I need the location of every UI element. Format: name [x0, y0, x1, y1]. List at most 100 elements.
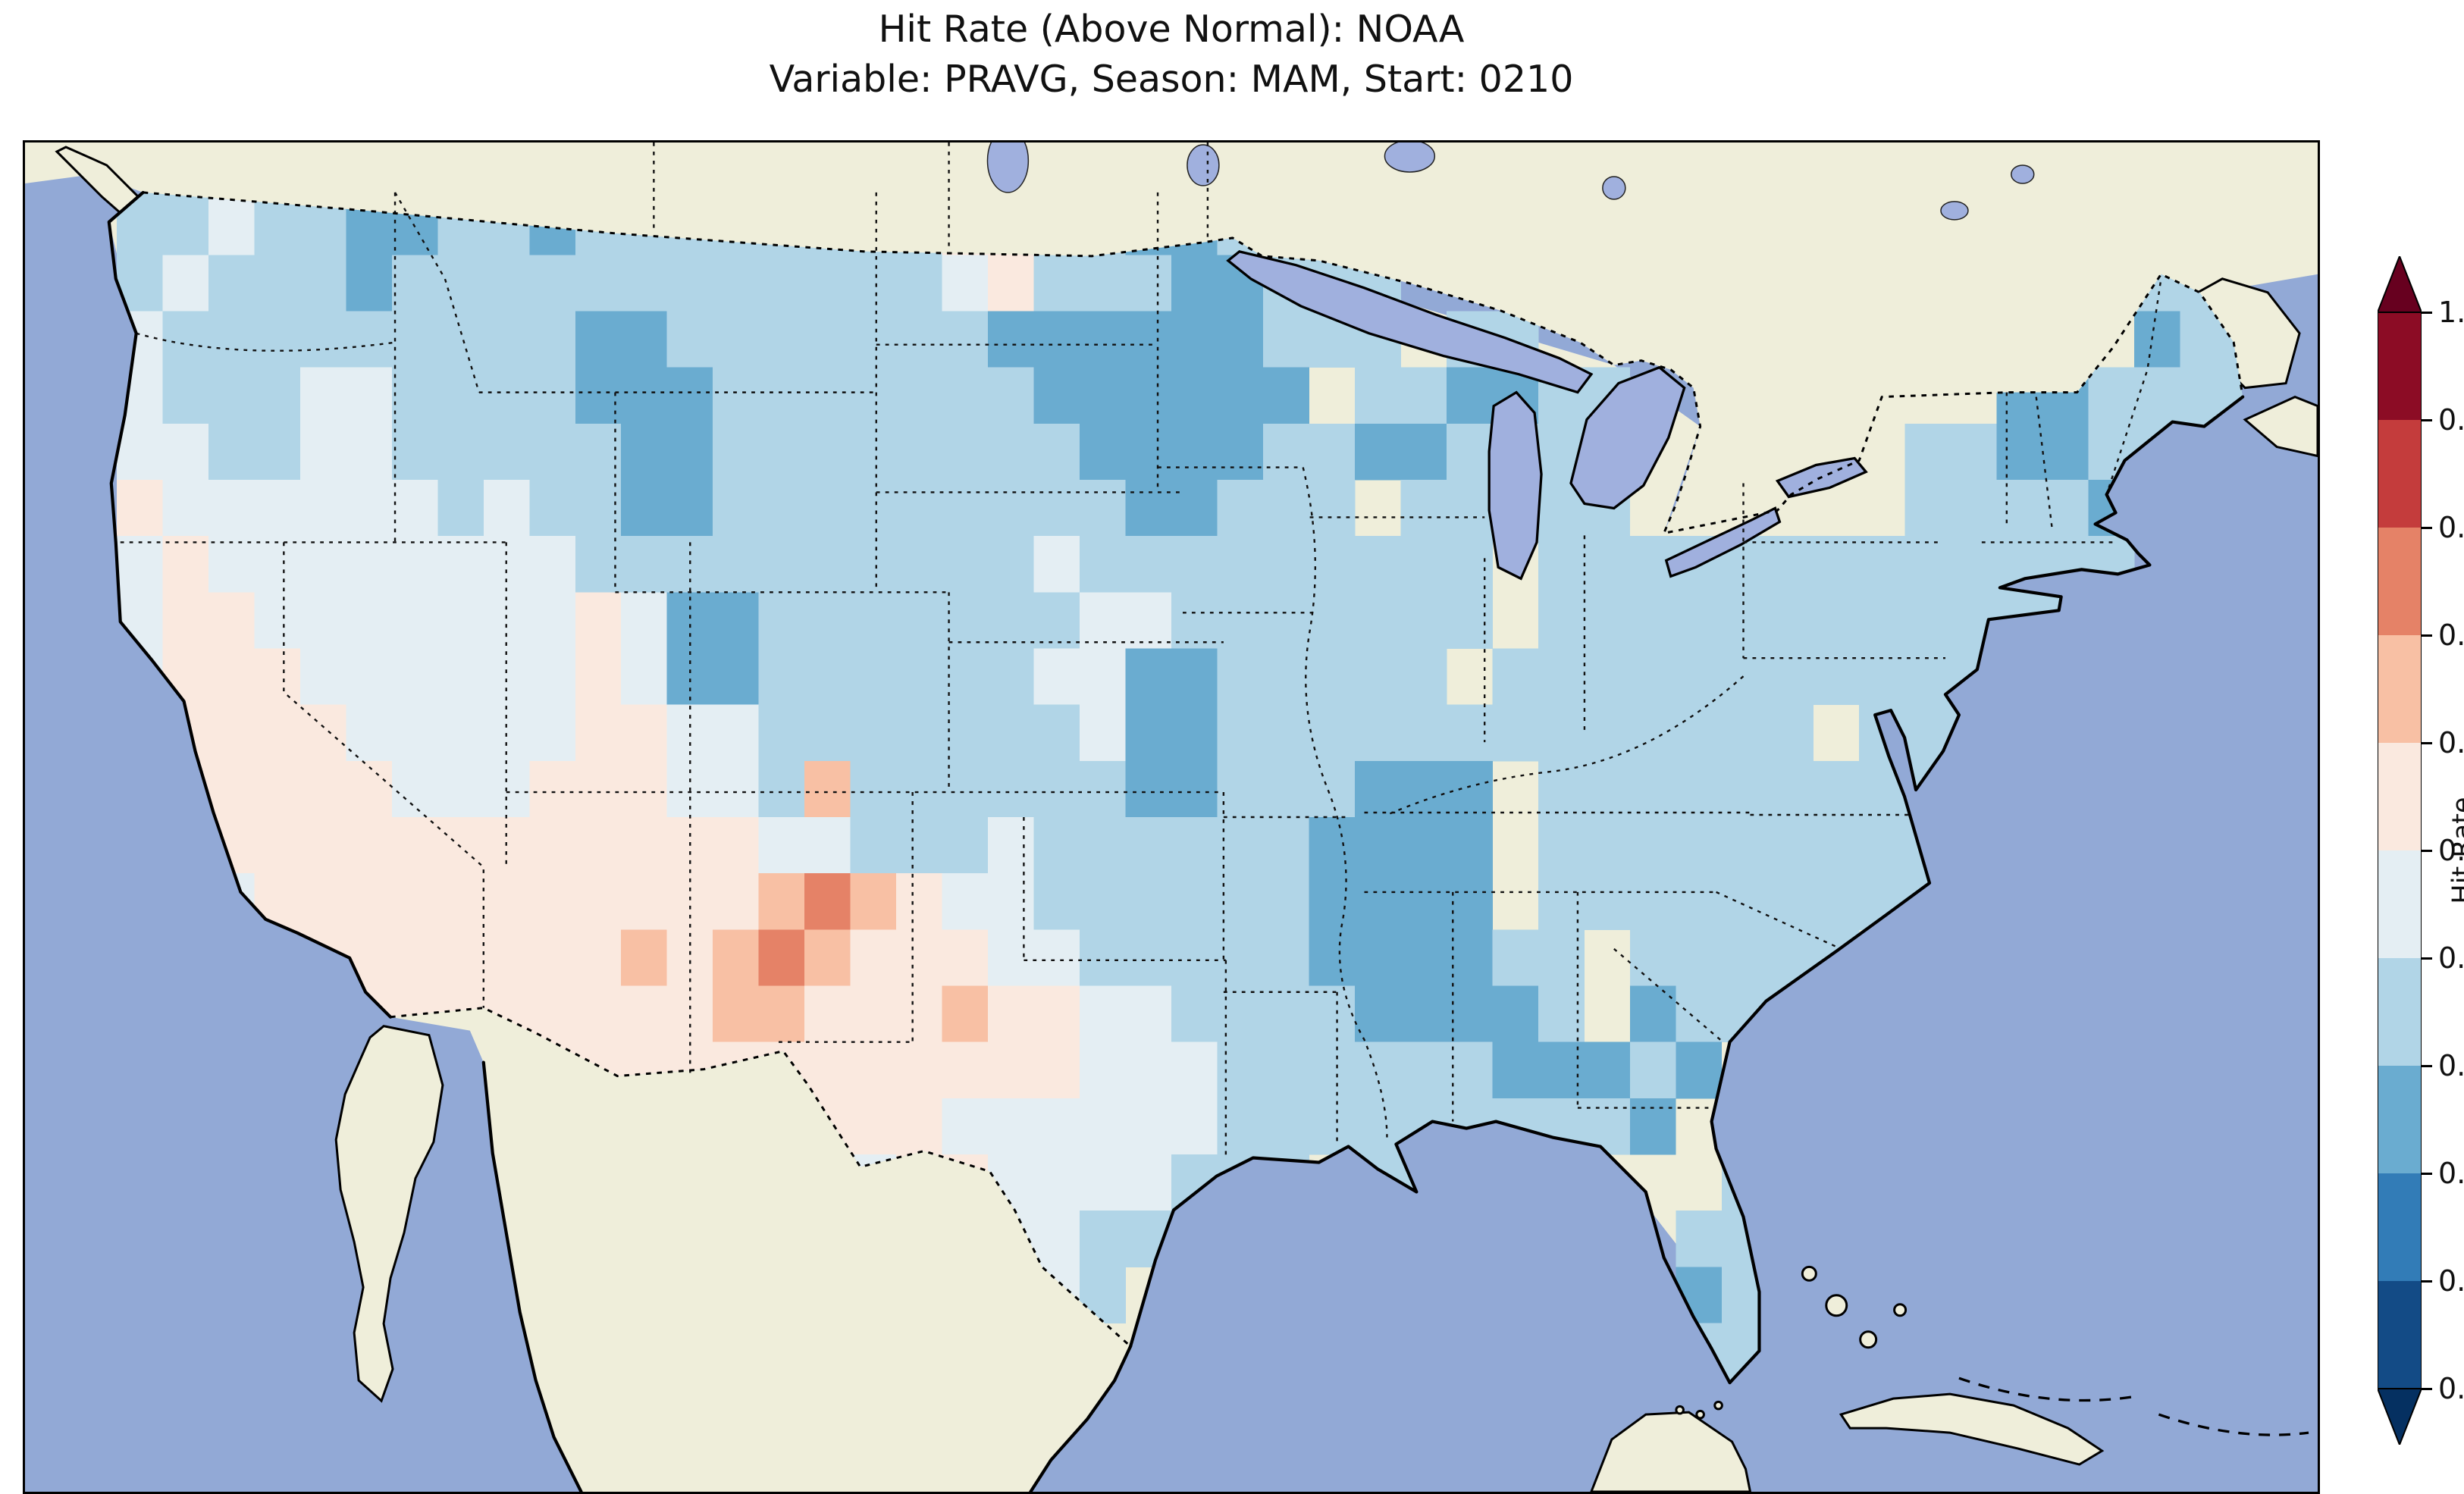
national-borders	[143, 191, 2244, 1348]
hit-rate-cell	[529, 760, 576, 818]
hit-rate-cell	[299, 760, 346, 818]
colorbar-axis-label: Hit Rate	[2447, 797, 2464, 904]
hit-rate-cell	[1262, 648, 1309, 706]
hit-rate-cell	[299, 536, 346, 593]
hit-rate-cell	[116, 480, 163, 537]
lake-michigan	[1487, 390, 1543, 581]
hit-rate-cell	[1538, 536, 1585, 593]
figure-title-line1: Hit Rate (Above Normal): NOAA	[878, 8, 1465, 51]
hit-rate-cell	[1446, 480, 1493, 537]
hit-rate-cell	[1262, 760, 1309, 818]
hit-rate-cell	[1538, 704, 1585, 762]
hit-rate-cell	[1721, 873, 1768, 930]
hit-rate-cell	[1125, 311, 1172, 368]
hit-rate-cell	[988, 480, 1035, 537]
hit-rate-cell	[1080, 1041, 1126, 1099]
lake-erie	[1664, 506, 1782, 578]
hit-rate-cell	[1767, 592, 1814, 649]
hit-rate-cell	[713, 817, 760, 874]
hit-rate-cell	[1721, 929, 1768, 986]
hit-rate-cell	[1584, 592, 1631, 649]
hit-rate-cell	[1217, 480, 1264, 537]
hit-rate-cell	[1080, 311, 1126, 368]
hit-rate-cell	[1171, 873, 1218, 930]
hit-rate-cell	[162, 367, 209, 424]
hit-rate-cell	[1859, 817, 1906, 874]
hit-rate-cell	[713, 480, 760, 537]
hit-rate-cell	[942, 536, 989, 593]
hit-rate-cell	[1767, 704, 1814, 762]
baja-california-peninsula	[334, 1025, 444, 1403]
hit-rate-cell	[1400, 648, 1447, 706]
hit-rate-cell	[208, 255, 255, 312]
hit-rate-cell	[208, 480, 255, 537]
hit-rate-cell	[299, 592, 346, 649]
hit-rate-cell	[1354, 592, 1401, 649]
hit-rate-cell	[850, 536, 897, 593]
canada-landmass	[25, 143, 2318, 534]
hit-rate-cell	[1354, 536, 1401, 593]
hit-rate-cell	[850, 255, 897, 312]
hit-rate-cell	[621, 648, 668, 706]
hit-rate-cell	[391, 423, 438, 481]
hit-rate-cell	[254, 536, 301, 593]
colorbar-tickmark	[2422, 742, 2432, 744]
hit-rate-cell	[1262, 1041, 1309, 1099]
colorbar-tickmark	[2422, 634, 2432, 637]
colorbar-tick-label: 0.5	[2438, 834, 2464, 867]
hit-rate-cell	[1217, 817, 1264, 874]
hit-rate-cell	[346, 480, 393, 537]
hit-rate-cell	[575, 255, 622, 312]
hit-rate-cell	[1859, 592, 1906, 649]
mexico-gulf-coastline	[1029, 1345, 1133, 1492]
hit-rate-cell	[1629, 760, 1676, 818]
hit-rate-cell	[758, 929, 805, 986]
hit-rate-cell	[621, 480, 668, 537]
us-mexico-border	[390, 1007, 1132, 1348]
hit-rate-cell	[850, 592, 897, 649]
hit-rate-cell	[1629, 592, 1676, 649]
hit-rate-cell	[1951, 480, 1998, 537]
colorbar-tickmark	[2422, 1065, 2432, 1067]
hit-rate-cell	[1033, 760, 1080, 818]
colorbar-tick-label: 0.6	[2438, 726, 2464, 760]
hit-rate-cell	[1492, 985, 1539, 1043]
hit-rate-cell	[1262, 536, 1309, 593]
hit-rate-cell	[988, 929, 1035, 986]
conus-hit-rate-map	[25, 143, 2318, 1492]
hit-rate-cell	[988, 648, 1035, 706]
hit-rate-cell	[850, 929, 897, 986]
hit-rate-cell	[1171, 311, 1218, 368]
hit-rate-cell	[1676, 929, 1723, 986]
hit-rate-cell	[1629, 648, 1676, 706]
colorbar-segment	[2378, 1173, 2422, 1281]
yucatan-landmass	[1590, 1411, 1752, 1492]
hit-rate-cell	[437, 648, 484, 706]
hit-rate-cell	[988, 1098, 1035, 1155]
colorbar-segment	[2378, 1281, 2422, 1389]
hit-rate-cell	[1033, 817, 1080, 874]
hit-rate-cell	[437, 536, 484, 593]
hit-rate-cell	[1904, 592, 1951, 649]
hit-rate-cell	[483, 311, 530, 368]
hit-rate-cell	[1400, 929, 1447, 986]
hit-rate-cell	[1309, 929, 1356, 986]
hit-rate-cell	[713, 760, 760, 818]
hit-rate-cell	[804, 592, 851, 649]
hit-rate-cell	[346, 760, 393, 818]
hit-rate-cell	[758, 873, 805, 930]
hit-rate-cell	[804, 367, 851, 424]
hit-rate-cell	[1033, 704, 1080, 762]
colorbar-segment	[2378, 528, 2422, 635]
hit-rate-cell	[2134, 311, 2181, 368]
hit-rate-cell	[804, 760, 851, 818]
hit-rate-cell	[1033, 1041, 1080, 1099]
hit-rate-cell	[1217, 704, 1264, 762]
hit-rate-cell	[529, 929, 576, 986]
hit-rate-cell	[162, 592, 209, 649]
hit-rate-cell	[942, 760, 989, 818]
hit-rate-cell	[666, 255, 713, 312]
islands	[1675, 1265, 2309, 1466]
colorbar-tick-label: 0.7	[2438, 619, 2464, 652]
hit-rate-cell	[666, 592, 713, 649]
